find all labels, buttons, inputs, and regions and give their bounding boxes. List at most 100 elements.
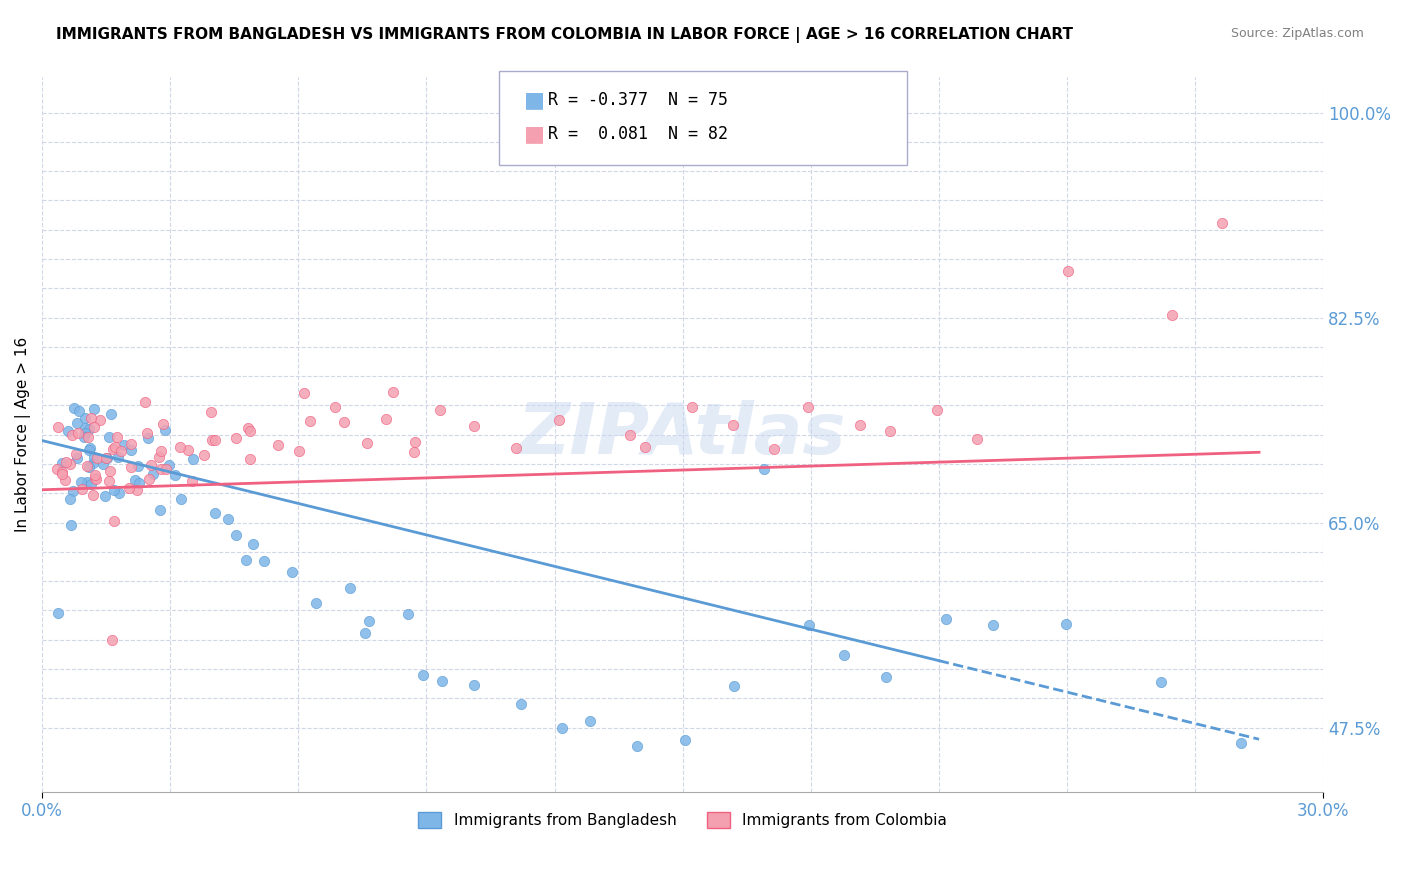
Point: [463, 678, 485, 692]
Point: [157, 458, 180, 472]
Point: [236, 421, 259, 435]
Point: [675, 732, 697, 747]
Point: [118, 481, 141, 495]
Point: [551, 721, 574, 735]
Point: [128, 475, 150, 490]
Point: [723, 417, 745, 432]
Text: ■: ■: [524, 90, 546, 110]
Point: [925, 402, 948, 417]
Point: [63, 401, 86, 415]
Point: [463, 418, 485, 433]
Point: [429, 403, 451, 417]
Point: [339, 581, 361, 595]
Point: [879, 424, 901, 438]
Point: [46, 462, 69, 476]
Point: [235, 552, 257, 566]
Point: [77, 429, 100, 443]
Point: [46, 420, 69, 434]
Point: [200, 405, 222, 419]
Point: [225, 527, 247, 541]
Point: [56, 424, 79, 438]
Point: [107, 486, 129, 500]
Point: [67, 404, 90, 418]
Point: [797, 618, 820, 632]
Text: Source: ZipAtlas.com: Source: ZipAtlas.com: [1230, 27, 1364, 40]
Point: [935, 612, 957, 626]
Point: [396, 607, 419, 621]
Point: [138, 431, 160, 445]
Point: [201, 434, 224, 448]
Point: [626, 739, 648, 753]
Point: [120, 459, 142, 474]
Point: [225, 431, 247, 445]
Point: [1211, 216, 1233, 230]
Point: [77, 422, 100, 436]
Point: [75, 411, 97, 425]
Point: [86, 450, 108, 465]
Point: [59, 457, 82, 471]
Text: IMMIGRANTS FROM BANGLADESH VS IMMIGRANTS FROM COLOMBIA IN LABOR FORCE | AGE > 16: IMMIGRANTS FROM BANGLADESH VS IMMIGRANTS…: [56, 27, 1073, 43]
Point: [66, 451, 89, 466]
Point: [103, 483, 125, 498]
Point: [966, 432, 988, 446]
Point: [66, 425, 89, 440]
Point: [127, 483, 149, 498]
Point: [797, 400, 820, 414]
Point: [94, 451, 117, 466]
Point: [267, 438, 290, 452]
Point: [169, 441, 191, 455]
Point: [193, 448, 215, 462]
Point: [832, 648, 855, 662]
Point: [509, 697, 531, 711]
Point: [73, 421, 96, 435]
Point: [298, 414, 321, 428]
Point: [357, 614, 380, 628]
Point: [73, 430, 96, 444]
Point: [80, 411, 103, 425]
Point: [153, 423, 176, 437]
Point: [120, 442, 142, 457]
Point: [93, 489, 115, 503]
Point: [548, 412, 571, 426]
Point: [404, 435, 426, 450]
Point: [124, 473, 146, 487]
Point: [51, 456, 73, 470]
Point: [239, 452, 262, 467]
Point: [253, 553, 276, 567]
Point: [579, 714, 602, 728]
Point: [242, 537, 264, 551]
Point: [149, 503, 172, 517]
Point: [354, 625, 377, 640]
Point: [76, 458, 98, 473]
Point: [83, 420, 105, 434]
Point: [181, 451, 204, 466]
Point: [752, 462, 775, 476]
Text: R = -0.377  N = 75: R = -0.377 N = 75: [548, 91, 728, 109]
Point: [80, 476, 103, 491]
Point: [70, 475, 93, 489]
Point: [181, 474, 204, 488]
Point: [404, 444, 426, 458]
Point: [134, 395, 156, 409]
Point: [238, 425, 260, 439]
Point: [217, 512, 239, 526]
Point: [62, 483, 84, 498]
Text: R =  0.081  N = 82: R = 0.081 N = 82: [548, 125, 728, 143]
Point: [107, 430, 129, 444]
Point: [430, 674, 453, 689]
Point: [97, 430, 120, 444]
Point: [981, 618, 1004, 632]
Point: [103, 514, 125, 528]
Point: [73, 425, 96, 440]
Point: [127, 458, 149, 473]
Point: [112, 438, 135, 452]
Point: [83, 450, 105, 464]
Point: [281, 565, 304, 579]
Point: [79, 441, 101, 455]
Point: [1161, 308, 1184, 322]
Point: [101, 442, 124, 457]
Legend: Immigrants from Bangladesh, Immigrants from Colombia: Immigrants from Bangladesh, Immigrants f…: [412, 806, 953, 834]
Point: [89, 413, 111, 427]
Point: [163, 468, 186, 483]
Point: [110, 444, 132, 458]
